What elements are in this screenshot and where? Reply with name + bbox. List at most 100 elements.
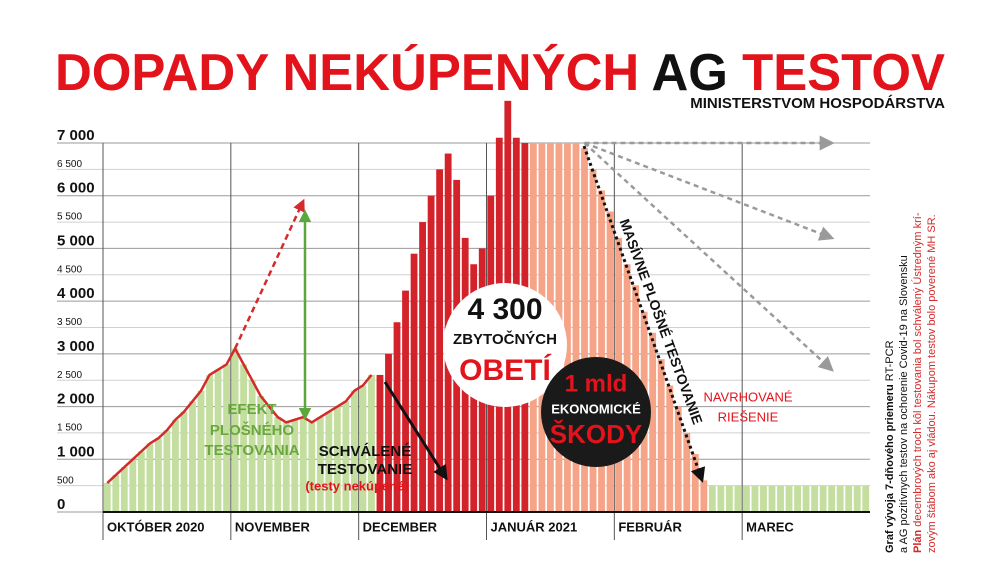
y-tick-label: 2 500 xyxy=(57,370,82,381)
trend-line xyxy=(106,345,373,484)
bar xyxy=(189,401,196,512)
annotation: RIEŠENIE xyxy=(718,409,779,424)
bar xyxy=(180,411,188,512)
annotation: PLOŠNÉHO xyxy=(210,421,295,439)
bar xyxy=(419,222,426,513)
x-tick-label: OKTÓBER 2020 xyxy=(107,519,205,534)
notes: Graf vývoja 7-dňového priemeru RT-PCR a A… xyxy=(884,212,938,553)
x-tick-label: JANUÁR 2021 xyxy=(491,519,578,534)
bar xyxy=(342,401,350,512)
y-tick-label: 1 500 xyxy=(57,423,82,434)
note-line: Graf vývoja 7-dňového priemeru RT-PCR xyxy=(884,340,896,553)
bar xyxy=(853,485,861,512)
annotation: EFEKT xyxy=(227,401,276,418)
bar xyxy=(376,374,384,512)
y-tick-label: 500 xyxy=(57,475,74,486)
bar xyxy=(683,432,691,512)
bar xyxy=(768,485,776,512)
bar xyxy=(572,143,580,512)
bar xyxy=(402,290,409,512)
y-tick-label: 6 000 xyxy=(57,180,95,197)
bar xyxy=(743,485,750,512)
y-tick-label: 2 000 xyxy=(57,391,95,408)
damage-label: 1 mld EKONOMICKÉ ŠKODY xyxy=(550,370,642,449)
bar xyxy=(598,190,605,512)
bar xyxy=(708,485,716,512)
note-text: RT-PCR xyxy=(884,340,896,384)
annotation: TESTOVANIE xyxy=(318,461,412,478)
bar xyxy=(350,390,358,512)
bar xyxy=(137,451,145,512)
bar xyxy=(103,483,111,512)
y-tick-label: 0 xyxy=(57,496,65,513)
bar xyxy=(802,485,810,512)
subtitle: MINISTERSTVOM HOSPODÁRSTVA xyxy=(690,95,945,112)
note-text: a AG pozitívnych testov na ochorenie Cov… xyxy=(898,255,910,553)
bar xyxy=(657,359,665,512)
bar xyxy=(274,417,282,512)
bar xyxy=(240,364,248,512)
chart-title: DOPADY NEKÚPENÝCH AG TESTOV xyxy=(55,43,945,102)
y-tick-label: 4 500 xyxy=(57,264,82,275)
damage-circle xyxy=(541,357,651,467)
bar xyxy=(427,195,435,512)
bar xyxy=(845,485,853,512)
x-tick-label: FEBRUÁR xyxy=(618,519,682,534)
overlays xyxy=(103,135,870,513)
bar xyxy=(120,467,128,512)
bar xyxy=(146,443,154,512)
note-text: Plán xyxy=(912,529,924,553)
bar xyxy=(325,411,333,512)
bar xyxy=(112,475,120,512)
bar xyxy=(717,485,725,512)
bar xyxy=(316,417,324,512)
x-tick-label: NOVEMBER xyxy=(235,519,311,534)
bar xyxy=(299,417,307,512)
bar xyxy=(257,396,265,512)
bar xyxy=(163,430,171,512)
y-tick-label: 5 500 xyxy=(57,212,82,223)
bar xyxy=(649,332,657,512)
x-tick-label: DECEMBER xyxy=(363,519,438,534)
bar xyxy=(862,485,870,512)
bar xyxy=(674,406,682,512)
proposal-label: NAVRHOVANÉ RIEŠENIE xyxy=(703,389,792,424)
note-text: decembrových troch kôl testovania bol sc… xyxy=(911,212,924,530)
bar xyxy=(836,485,844,512)
bar xyxy=(282,422,290,512)
victims-circle xyxy=(443,283,567,407)
bar xyxy=(777,485,784,512)
bar xyxy=(751,485,759,512)
note-line: a AG pozitívnych testov na ochorenie Cov… xyxy=(898,255,910,553)
y-tick-label: 5 000 xyxy=(57,232,95,249)
annotation: ZBYTOČNÝCH xyxy=(453,330,557,348)
bar xyxy=(819,485,827,512)
bar xyxy=(197,390,205,512)
projection-arrow xyxy=(584,141,835,241)
bar xyxy=(291,419,299,512)
victims-label: 4 300 ZBYTOČNÝCH OBETÍ xyxy=(453,293,557,387)
bar xyxy=(811,485,819,512)
bar xyxy=(734,485,742,512)
bar xyxy=(129,459,137,512)
projection-arrow xyxy=(583,142,834,372)
bar xyxy=(265,406,273,512)
bar xyxy=(214,369,222,512)
annotation: OBETÍ xyxy=(459,353,551,387)
bar xyxy=(666,385,674,512)
annotation: ŠKODY xyxy=(550,419,642,449)
bar xyxy=(393,322,401,512)
bar xyxy=(172,419,179,512)
bar xyxy=(308,422,316,512)
bar xyxy=(828,485,836,512)
bar xyxy=(564,143,571,512)
bar xyxy=(154,438,162,512)
annotation: SCHVÁLENÉ xyxy=(319,443,412,460)
bar xyxy=(333,406,341,512)
annotation: TESTOVANIA xyxy=(204,442,299,459)
annotation: 1 mld xyxy=(565,370,628,397)
bar xyxy=(385,353,392,512)
bar xyxy=(691,454,699,512)
